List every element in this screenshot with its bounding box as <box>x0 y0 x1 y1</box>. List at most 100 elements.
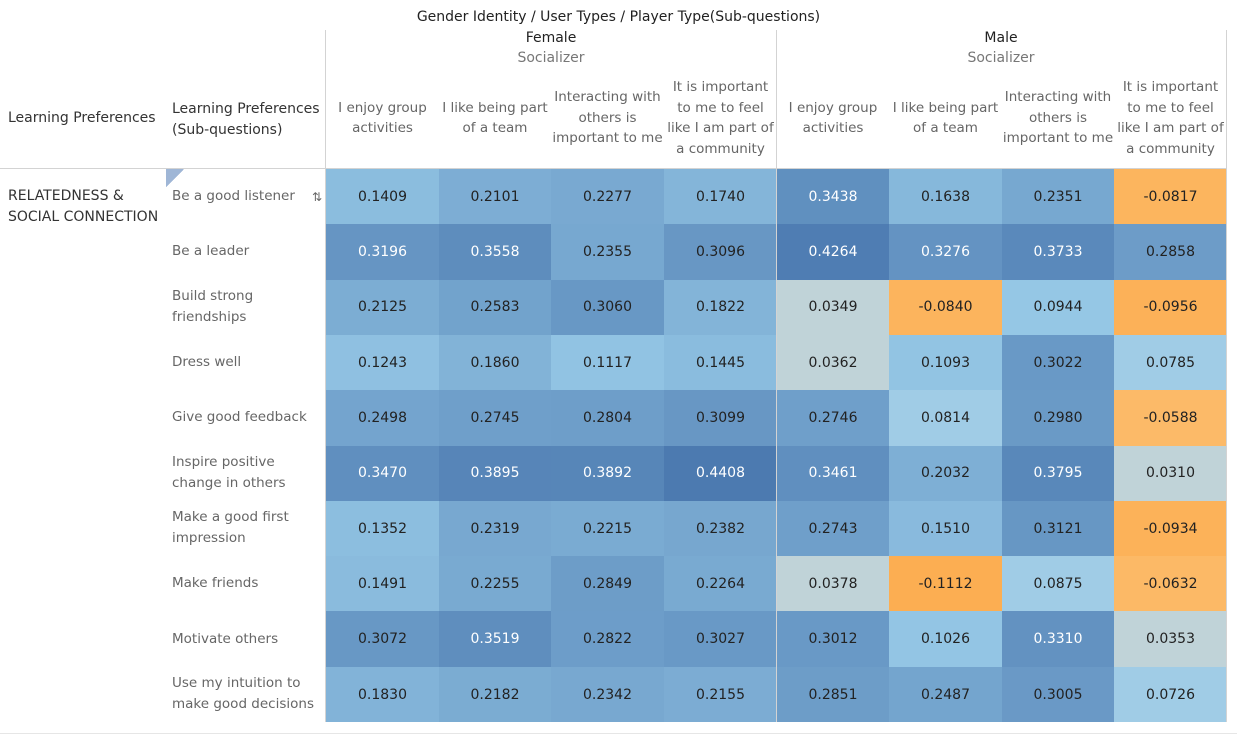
heatmap-cell[interactable]: -0.1112 <box>889 556 1002 612</box>
heatmap-cell[interactable]: 0.2487 <box>889 666 1002 723</box>
heatmap-cell[interactable]: 0.4264 <box>777 224 889 281</box>
heatmap-cell[interactable]: 0.3012 <box>777 611 889 668</box>
heatmap-cell[interactable]: 0.2355 <box>551 224 664 281</box>
divider-horizontal-header <box>0 168 1227 169</box>
heatmap-cell[interactable]: 0.3470 <box>326 445 439 502</box>
heatmap-cell[interactable]: 0.0378 <box>777 556 889 612</box>
heatmap-cell[interactable]: 0.1243 <box>326 334 439 391</box>
heatmap-cell[interactable]: -0.0840 <box>889 279 1002 336</box>
row-label: Inspire positive change in others <box>172 454 286 492</box>
heatmap-cell[interactable]: 0.1117 <box>551 334 664 391</box>
heatmap-cell[interactable]: 0.1638 <box>889 169 1002 225</box>
heatmap-cell[interactable]: -0.0588 <box>1114 390 1227 446</box>
heatmap-cell[interactable]: 0.3060 <box>551 279 664 336</box>
heatmap-cell[interactable]: 0.1510 <box>889 500 1002 557</box>
column-header-male-4: It is important to me to feel like I am … <box>1117 79 1224 157</box>
heatmap-cell[interactable]: 0.2277 <box>551 169 664 225</box>
heatmap-cell[interactable]: 0.2849 <box>551 556 664 612</box>
heatmap-cell[interactable]: 0.2980 <box>1002 390 1114 446</box>
heatmap-cell[interactable]: 0.3072 <box>326 611 439 668</box>
heatmap-cell[interactable]: 0.3519 <box>439 611 551 668</box>
heatmap-cell[interactable]: 0.1445 <box>664 334 777 391</box>
row-label: Be a leader <box>172 243 250 260</box>
heatmap-cell[interactable]: 0.2382 <box>664 500 777 557</box>
heatmap-cell[interactable]: 0.2255 <box>439 556 551 612</box>
heatmap-cell[interactable]: 0.3438 <box>777 169 889 225</box>
heatmap-cell[interactable]: 0.1352 <box>326 500 439 557</box>
group-gender-female: Female <box>525 30 577 46</box>
heatmap-cell[interactable]: -0.0817 <box>1114 169 1227 225</box>
heatmap-cell[interactable]: 0.3276 <box>889 224 1002 281</box>
row-header-learning-preferences: Learning Preferences <box>8 110 156 126</box>
heatmap-cell[interactable]: 0.2746 <box>777 390 889 446</box>
heatmap-cell[interactable]: 0.0944 <box>1002 279 1114 336</box>
row-label: Be a good listener <box>172 188 295 205</box>
heatmap-cell[interactable]: -0.0934 <box>1114 500 1227 557</box>
heatmap-cell[interactable]: 0.1822 <box>664 279 777 336</box>
heatmap-cell[interactable]: 0.2155 <box>664 666 777 723</box>
heatmap-cell[interactable]: 0.2342 <box>551 666 664 723</box>
heatmap-cell[interactable]: 0.3022 <box>1002 334 1114 391</box>
heatmap-cell[interactable]: 0.4408 <box>664 445 777 502</box>
column-header-male-2: I like being part of a team <box>892 99 999 137</box>
heatmap-cell[interactable]: 0.0785 <box>1114 334 1227 391</box>
heatmap-cell[interactable]: 0.3892 <box>551 445 664 502</box>
row-label: Make friends <box>172 575 259 592</box>
heatmap-cell[interactable]: 0.3895 <box>439 445 551 502</box>
column-header-male-1: I enjoy group activities <box>788 99 878 137</box>
heatmap-cell[interactable]: 0.2822 <box>551 611 664 668</box>
heatmap-cell[interactable]: 0.2032 <box>889 445 1002 502</box>
heatmap-cell[interactable]: 0.2583 <box>439 279 551 336</box>
heatmap-cell[interactable]: 0.3196 <box>326 224 439 281</box>
heatmap-cell[interactable]: 0.3096 <box>664 224 777 281</box>
heatmap-cell[interactable]: 0.2125 <box>326 279 439 336</box>
heatmap-cell[interactable]: 0.3795 <box>1002 445 1114 502</box>
column-header-female-1: I enjoy group activities <box>338 99 427 137</box>
column-header-female-3: Interacting with others is important to … <box>552 89 663 147</box>
row-label: Make a good first impression <box>172 509 289 547</box>
heatmap-cell[interactable]: 0.2858 <box>1114 224 1227 281</box>
heatmap-cell[interactable]: 0.3121 <box>1002 500 1114 557</box>
column-header-male-3: Interacting with others is important to … <box>1002 89 1114 147</box>
heatmap-cell[interactable]: 0.1740 <box>664 169 777 225</box>
heatmap-cell[interactable]: -0.0632 <box>1114 556 1227 612</box>
sort-icon[interactable]: ⇅ <box>312 190 323 204</box>
heatmap-cell[interactable]: 0.3099 <box>664 390 777 446</box>
heatmap-cell[interactable]: 0.3461 <box>777 445 889 502</box>
heatmap-cell[interactable]: 0.0814 <box>889 390 1002 446</box>
heatmap-cell[interactable]: -0.0956 <box>1114 279 1227 336</box>
heatmap-cell[interactable]: 0.3005 <box>1002 666 1114 723</box>
heatmap-cell[interactable]: 0.0362 <box>777 334 889 391</box>
heatmap-cell[interactable]: 0.2743 <box>777 500 889 557</box>
heatmap-cell[interactable]: 0.0726 <box>1114 666 1227 723</box>
heatmap-cell[interactable]: 0.1860 <box>439 334 551 391</box>
heatmap-cell[interactable]: 0.2182 <box>439 666 551 723</box>
heatmap-cell[interactable]: 0.1409 <box>326 169 439 225</box>
selection-corner-icon <box>166 169 184 187</box>
heatmap-cell[interactable]: 0.2215 <box>551 500 664 557</box>
heatmap-cell[interactable]: 0.1026 <box>889 611 1002 668</box>
heatmap-cell[interactable]: 0.2745 <box>439 390 551 446</box>
heatmap-cell[interactable]: 0.2101 <box>439 169 551 225</box>
heatmap-cell[interactable]: 0.2351 <box>1002 169 1114 225</box>
heatmap-cell[interactable]: 0.3733 <box>1002 224 1114 281</box>
heatmap-cell[interactable]: 0.2264 <box>664 556 777 612</box>
heatmap-cell[interactable]: 0.0310 <box>1114 445 1227 502</box>
heatmap-cell[interactable]: 0.1093 <box>889 334 1002 391</box>
row-header-sub-questions: Learning Preferences (Sub-questions) <box>172 101 320 138</box>
divider-vertical-left <box>325 30 326 722</box>
heatmap-cell[interactable]: 0.3310 <box>1002 611 1114 668</box>
heatmap-cell[interactable]: 0.2851 <box>777 666 889 723</box>
heatmap-cell[interactable]: 0.2804 <box>551 390 664 446</box>
heatmap-cell[interactable]: 0.0875 <box>1002 556 1114 612</box>
heatmap-cell[interactable]: 0.1830 <box>326 666 439 723</box>
heatmap-cell[interactable]: 0.2319 <box>439 500 551 557</box>
heatmap-cell[interactable]: 0.3027 <box>664 611 777 668</box>
heatmap-cell[interactable]: 0.0353 <box>1114 611 1227 668</box>
heatmap-cell[interactable]: 0.1491 <box>326 556 439 612</box>
heatmap-cell[interactable]: 0.3558 <box>439 224 551 281</box>
heatmap-cell[interactable]: 0.2498 <box>326 390 439 446</box>
row-label: Give good feedback <box>172 409 307 426</box>
group-gender-male: Male <box>984 30 1018 46</box>
heatmap-cell[interactable]: 0.0349 <box>777 279 889 336</box>
